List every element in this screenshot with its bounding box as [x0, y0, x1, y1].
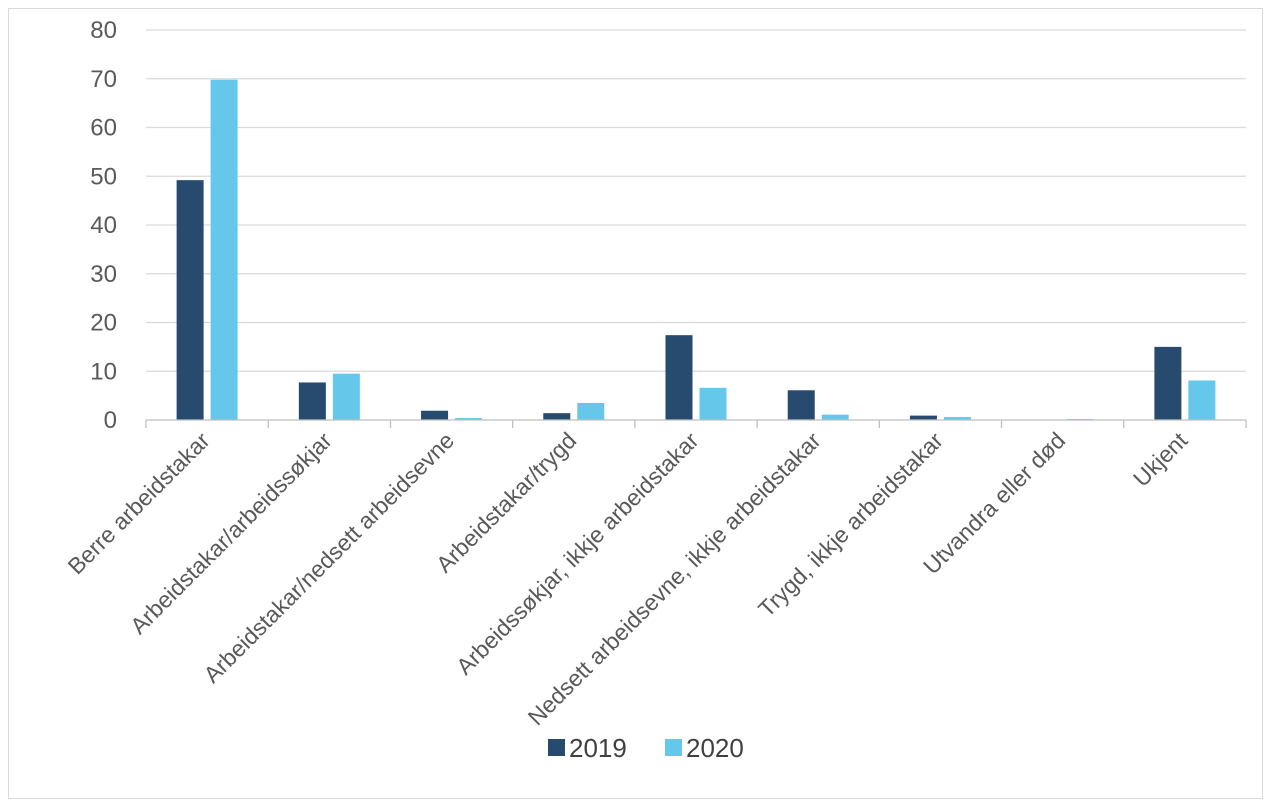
legend: 2019 2020	[548, 733, 744, 763]
y-tick-label: 50	[90, 163, 117, 190]
bar-2020	[577, 402, 605, 420]
y-tick-label: 80	[90, 17, 117, 44]
legend-swatch-2019	[548, 739, 565, 756]
y-tick-label: 10	[90, 358, 117, 385]
x-tick-label: Ukjent	[1128, 427, 1193, 492]
bar-2019	[298, 382, 326, 420]
bar-2020	[455, 418, 483, 420]
bar-2019	[421, 410, 449, 420]
x-tick-label: Arbeidssøkjar, ikkje arbeidstakar	[451, 427, 704, 680]
legend-swatch-2020	[665, 739, 682, 756]
x-axis	[145, 419, 1247, 428]
x-tick-label: Arbeidstakar/nedsett arbeidsevne	[198, 427, 459, 688]
bar-2020	[699, 387, 727, 420]
bar-chart: 0 10 20 30 40 50 60 70 80 Berre arbeidstakarArbe…	[62, 17, 1247, 763]
bar-2020	[943, 417, 971, 420]
bar-2020	[210, 79, 238, 420]
y-tick-label: 30	[90, 261, 117, 288]
bars	[176, 79, 1216, 420]
x-axis-tick-labels: Berre arbeidstakarArbeidstakar/arbeidssø…	[62, 427, 1192, 731]
bar-2019	[176, 180, 204, 420]
y-tick-label: 60	[90, 115, 117, 142]
bar-2019	[543, 413, 571, 420]
bar-2020	[821, 414, 849, 420]
legend-label-2020: 2020	[686, 733, 744, 763]
bar-2019	[909, 415, 937, 420]
y-tick-label: 70	[90, 66, 117, 93]
y-tick-label: 40	[90, 212, 117, 239]
legend-label-2019: 2019	[569, 733, 627, 763]
bar-2019	[665, 335, 693, 420]
y-tick-label: 20	[90, 310, 117, 337]
bar-2019	[787, 390, 815, 420]
chart-frame: 0 10 20 30 40 50 60 70 80 Berre arbeidstakar Arbe…	[8, 8, 1263, 799]
gridlines	[146, 29, 1246, 372]
bar-2019	[1154, 346, 1182, 420]
x-tick-label: Arbeidstakar/arbeidssøkjar	[125, 427, 337, 639]
bar-2020	[1188, 380, 1216, 420]
y-axis-tick-labels: 0 10 20 30 40 50 60 70 80	[90, 17, 117, 434]
y-tick-label: 0	[104, 407, 117, 434]
bar-2020	[332, 373, 360, 420]
